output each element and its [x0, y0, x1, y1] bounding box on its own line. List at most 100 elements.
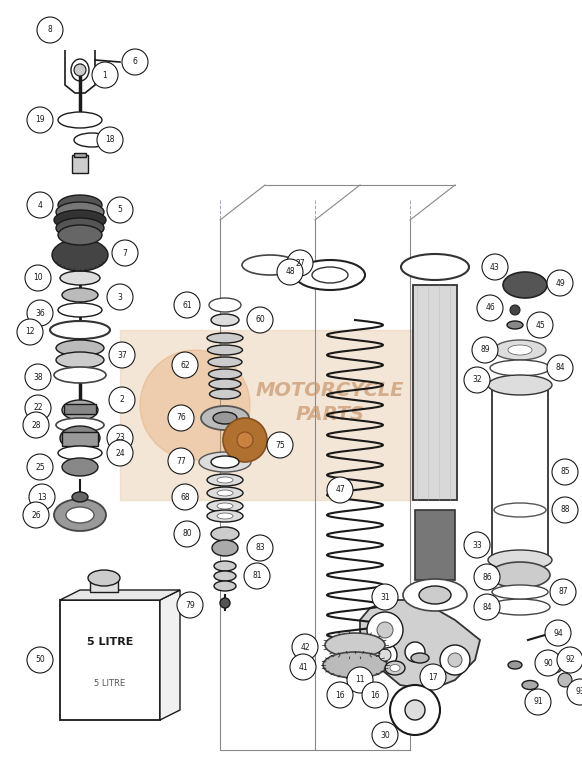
Ellipse shape	[522, 680, 538, 690]
Circle shape	[550, 579, 576, 605]
Text: MOTORCYCLE: MOTORCYCLE	[255, 381, 404, 399]
Ellipse shape	[507, 321, 523, 329]
Ellipse shape	[88, 570, 120, 586]
Ellipse shape	[220, 598, 230, 608]
Ellipse shape	[207, 474, 243, 486]
Ellipse shape	[508, 345, 532, 355]
Circle shape	[107, 197, 133, 223]
Text: 16: 16	[335, 691, 345, 699]
Circle shape	[535, 650, 561, 676]
Text: 88: 88	[560, 506, 570, 514]
Text: 87: 87	[558, 587, 568, 597]
Ellipse shape	[488, 550, 552, 570]
Ellipse shape	[54, 499, 106, 531]
Text: 41: 41	[298, 662, 308, 672]
Circle shape	[97, 127, 123, 153]
Text: 36: 36	[35, 309, 45, 317]
Text: 42: 42	[300, 643, 310, 651]
Ellipse shape	[56, 340, 104, 356]
Circle shape	[168, 405, 194, 431]
Text: 45: 45	[535, 320, 545, 330]
Circle shape	[379, 649, 391, 661]
Ellipse shape	[72, 492, 88, 502]
Text: 80: 80	[182, 529, 192, 539]
Circle shape	[405, 700, 425, 720]
Text: 77: 77	[176, 456, 186, 466]
Ellipse shape	[390, 665, 400, 672]
Circle shape	[267, 432, 293, 458]
Circle shape	[552, 459, 578, 485]
Ellipse shape	[58, 225, 102, 245]
Circle shape	[74, 64, 86, 76]
Text: 26: 26	[31, 511, 41, 519]
Circle shape	[27, 107, 53, 133]
Circle shape	[472, 337, 498, 363]
Ellipse shape	[217, 513, 233, 519]
Bar	[120, 330, 450, 500]
Text: 91: 91	[533, 698, 543, 706]
Ellipse shape	[323, 652, 387, 678]
Text: 1: 1	[102, 70, 107, 80]
Text: 5: 5	[118, 205, 122, 215]
Ellipse shape	[503, 272, 547, 298]
Circle shape	[177, 592, 203, 618]
Ellipse shape	[60, 271, 100, 285]
Ellipse shape	[403, 579, 467, 611]
Text: 37: 37	[117, 351, 127, 359]
Text: 81: 81	[252, 572, 262, 580]
Circle shape	[477, 295, 503, 321]
Circle shape	[247, 535, 273, 561]
Ellipse shape	[58, 195, 102, 215]
Text: 86: 86	[482, 572, 492, 582]
Bar	[62, 432, 98, 446]
Ellipse shape	[242, 255, 298, 275]
Bar	[72, 155, 88, 173]
Text: 4: 4	[38, 200, 42, 210]
Text: 85: 85	[560, 467, 570, 477]
Text: 93: 93	[575, 687, 582, 697]
Circle shape	[107, 440, 133, 466]
Text: 30: 30	[380, 731, 390, 739]
Text: 94: 94	[553, 629, 563, 637]
Ellipse shape	[209, 379, 241, 389]
Circle shape	[107, 284, 133, 310]
Ellipse shape	[492, 585, 548, 599]
Ellipse shape	[66, 507, 94, 523]
Ellipse shape	[207, 500, 243, 512]
Ellipse shape	[494, 503, 546, 517]
Ellipse shape	[58, 112, 102, 128]
Text: 19: 19	[35, 116, 45, 124]
Text: 76: 76	[176, 413, 186, 423]
Text: 7: 7	[123, 248, 127, 258]
Circle shape	[390, 685, 440, 735]
Text: 50: 50	[35, 655, 45, 665]
Ellipse shape	[52, 239, 108, 271]
Circle shape	[547, 270, 573, 296]
Ellipse shape	[214, 581, 236, 591]
Circle shape	[37, 17, 63, 43]
Ellipse shape	[62, 400, 98, 420]
Circle shape	[372, 584, 398, 610]
Text: 31: 31	[380, 593, 390, 601]
Circle shape	[287, 250, 313, 276]
Text: 5 LITRE: 5 LITRE	[87, 637, 133, 647]
Text: 5 LITRE: 5 LITRE	[94, 680, 126, 688]
Ellipse shape	[217, 490, 233, 496]
Circle shape	[474, 594, 500, 620]
Ellipse shape	[56, 218, 104, 238]
Ellipse shape	[60, 426, 100, 450]
Circle shape	[27, 647, 53, 673]
Circle shape	[25, 364, 51, 390]
Polygon shape	[60, 590, 180, 600]
Ellipse shape	[494, 340, 546, 360]
Circle shape	[172, 484, 198, 510]
Ellipse shape	[210, 389, 240, 399]
Circle shape	[377, 622, 393, 638]
Ellipse shape	[211, 527, 239, 541]
Circle shape	[567, 679, 582, 705]
Circle shape	[17, 319, 43, 345]
Text: PARTS: PARTS	[296, 406, 364, 424]
Circle shape	[474, 564, 500, 590]
Text: 90: 90	[543, 659, 553, 667]
Text: 79: 79	[185, 601, 195, 609]
